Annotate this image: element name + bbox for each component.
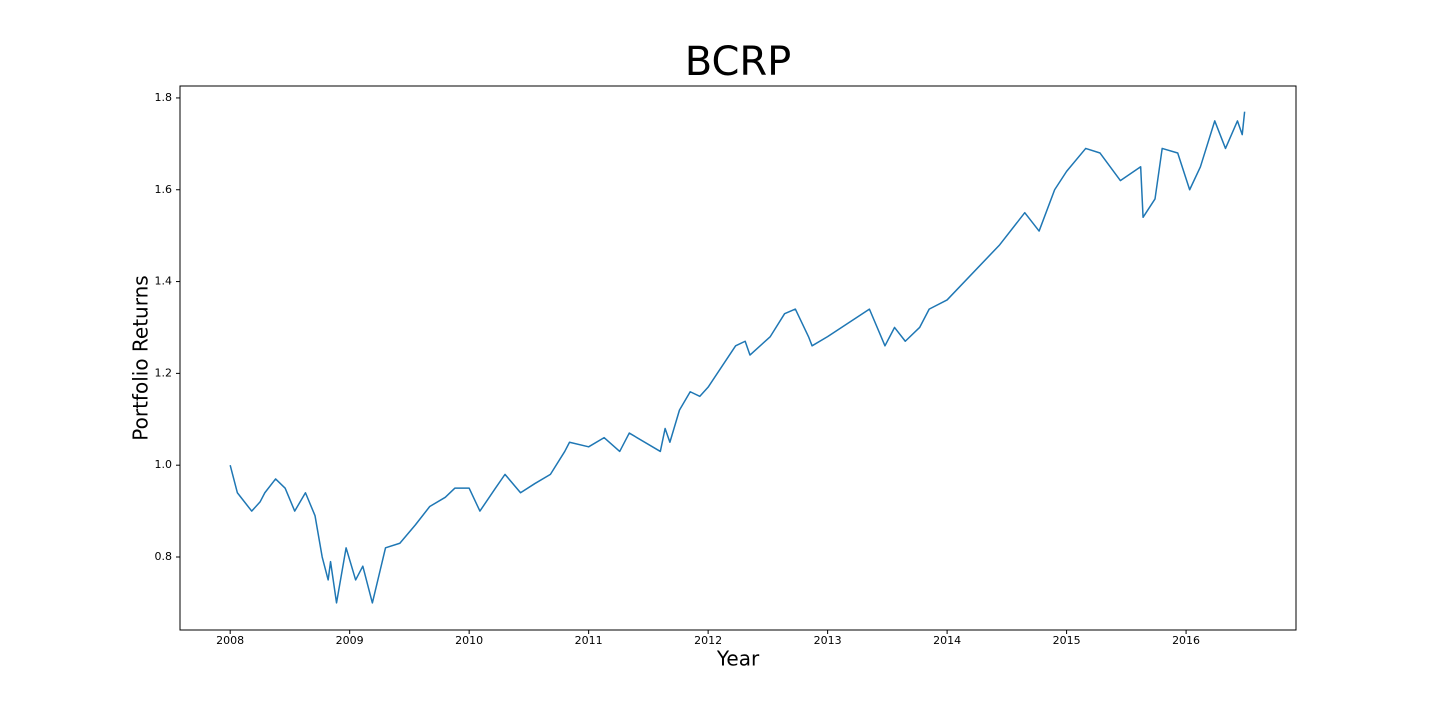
chart-title: BCRP xyxy=(685,39,792,85)
x-tick-label: 2011 xyxy=(575,634,603,647)
x-tick-label: 2012 xyxy=(694,634,722,647)
plot-frame xyxy=(179,85,1297,631)
y-tick-label: 1.2 xyxy=(155,366,173,379)
x-tick-label: 2014 xyxy=(933,634,961,647)
x-tick-label: 2016 xyxy=(1172,634,1200,647)
y-tick-label: 1.6 xyxy=(155,183,173,196)
x-tick-label: 2013 xyxy=(814,634,842,647)
x-tick-label: 2015 xyxy=(1053,634,1081,647)
x-tick-label: 2010 xyxy=(455,634,483,647)
y-tick-label: 1.4 xyxy=(155,275,173,288)
y-tick-label: 0.8 xyxy=(155,550,173,563)
x-tick-label: 2009 xyxy=(336,634,364,647)
x-tick-label: 2008 xyxy=(216,634,244,647)
data-line xyxy=(229,111,1246,604)
y-tick-label: 1.8 xyxy=(155,91,173,104)
y-tick-label: 1.0 xyxy=(155,458,173,471)
x-axis-label: Year xyxy=(716,647,760,671)
y-axis-label: Portfolio Returns xyxy=(129,275,153,440)
